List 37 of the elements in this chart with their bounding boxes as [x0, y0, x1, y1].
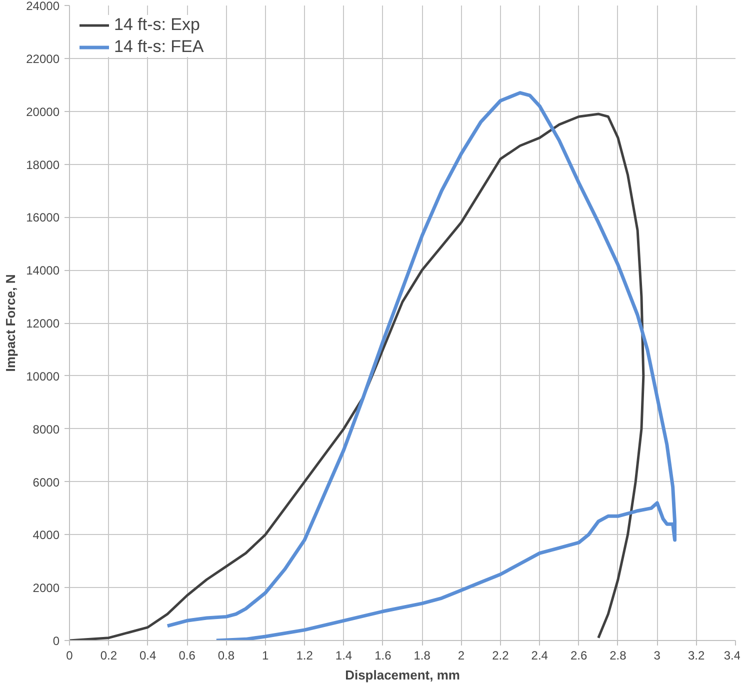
- y-tick-label: 16000: [26, 210, 60, 225]
- x-tick-label: 3: [654, 648, 661, 662]
- legend-label: 14 ft-s: Exp: [114, 15, 200, 35]
- x-axis-title: Displacement, mm: [345, 668, 460, 682]
- x-tick-label: 2.2: [492, 648, 510, 662]
- y-tick-label: 6000: [32, 475, 60, 490]
- x-tick-label: 1.4: [335, 648, 352, 662]
- legend-label: 14 ft-s: FEA: [114, 37, 204, 57]
- x-tick-label: 2.6: [570, 648, 588, 662]
- y-tick-label: 24000: [26, 0, 60, 13]
- y-tick-label: 18000: [26, 158, 60, 172]
- line-series: [70, 112, 645, 640]
- y-tick-label: 10000: [26, 369, 60, 384]
- x-tick-label: 3.4: [724, 648, 741, 662]
- y-tick-label: 8000: [32, 422, 60, 436]
- x-tick-label: 2.8: [610, 648, 627, 662]
- y-tick-label: 22000: [26, 52, 60, 66]
- y-tick-label: 2000: [32, 581, 60, 596]
- x-tick-label: 1.8: [414, 648, 431, 662]
- y-axis-title: Impact Force, N: [3, 274, 18, 372]
- y-tick-label: 12000: [26, 316, 60, 330]
- x-tick-label: 2: [458, 648, 465, 662]
- y-tick-label: 14000: [26, 264, 60, 278]
- y-tick-label: 20000: [26, 104, 60, 119]
- x-tick-label: 1: [262, 648, 270, 662]
- x-tick-label: 1.6: [374, 648, 392, 662]
- x-tick-label: 2.4: [531, 648, 548, 662]
- x-tick-label: 0.4: [140, 648, 157, 662]
- x-tick-label: 0.6: [178, 648, 196, 662]
- y-tick-label: 0: [52, 634, 60, 648]
- y-tick-label: 4000: [32, 528, 60, 542]
- x-tick-label: 0: [66, 648, 74, 662]
- line-series: [166, 91, 677, 640]
- x-tick-label: 0.2: [100, 648, 118, 662]
- x-tick-label: 1.2: [296, 648, 314, 662]
- x-tick-label: 3.2: [688, 648, 705, 662]
- x-tick-label: 0.8: [218, 648, 235, 662]
